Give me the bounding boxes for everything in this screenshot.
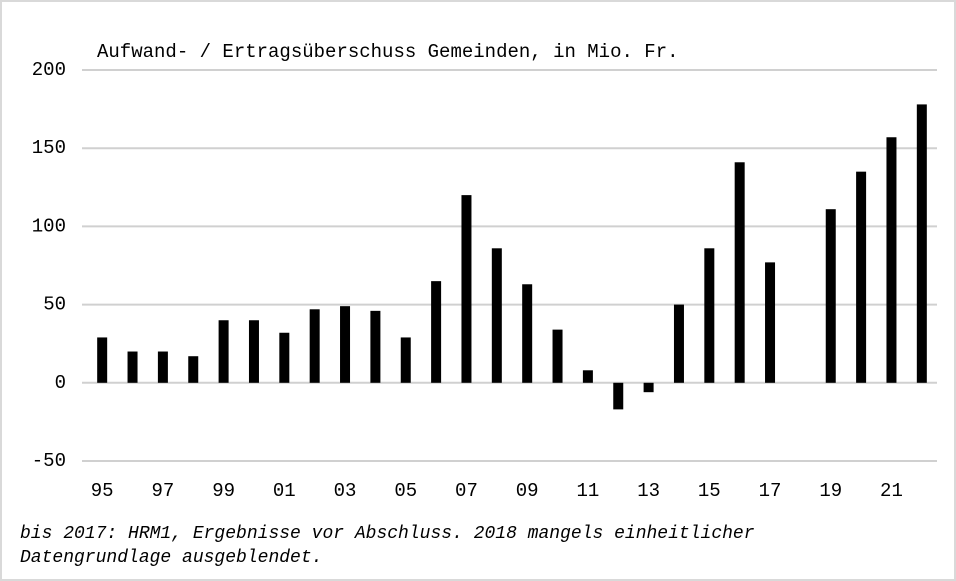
x-tick-label: 95 [91, 480, 114, 502]
bar [309, 309, 320, 383]
bar [97, 337, 108, 383]
x-tick-label: 01 [273, 480, 296, 502]
x-tick-label: 17 [759, 480, 782, 502]
x-tick-label: 09 [516, 480, 539, 502]
title-bg [97, 36, 837, 66]
bar [856, 171, 867, 383]
bar [340, 306, 351, 383]
y-tick-label: 50 [43, 294, 66, 316]
footnote: bis 2017: HRM1, Ergebnisse vor Abschluss… [20, 524, 755, 544]
bar [765, 262, 776, 383]
x-tick-label: 15 [698, 480, 721, 502]
y-tick-label: 0 [55, 372, 66, 394]
y-tick-label: -50 [32, 450, 66, 472]
y-tick-label: 200 [32, 59, 66, 81]
y-tick-label: 100 [32, 215, 66, 237]
bar [461, 195, 472, 383]
bar [643, 382, 654, 393]
bar [582, 370, 593, 383]
chart-title: Aufwand- / Ertragsüberschuss Gemeinden, … [97, 41, 679, 63]
x-tick-label: 03 [334, 480, 357, 502]
bar [825, 209, 836, 383]
x-tick-label: 05 [394, 480, 417, 502]
bar [734, 162, 745, 383]
x-tick-label: 99 [212, 480, 235, 502]
bar [522, 284, 533, 383]
bar [188, 356, 199, 383]
bar [248, 320, 259, 383]
bar [370, 310, 381, 383]
x-tick-label: 11 [576, 480, 599, 502]
bar [704, 248, 715, 383]
x-tick-label: 21 [880, 480, 903, 502]
x-tick-label: 07 [455, 480, 478, 502]
bar [916, 104, 927, 383]
y-tick-label: 150 [32, 137, 66, 159]
bar [491, 248, 502, 383]
bar [886, 137, 897, 383]
bar [218, 320, 229, 383]
footnote: Datengrundlage ausgeblendet. [20, 548, 322, 568]
bar [127, 351, 138, 383]
bar [400, 337, 411, 383]
bar [157, 351, 168, 383]
x-tick-label: 13 [637, 480, 660, 502]
x-tick-label: 97 [151, 480, 174, 502]
bar [673, 304, 684, 383]
bar [431, 281, 442, 383]
bar [279, 332, 290, 383]
bar [613, 382, 624, 410]
bar [552, 329, 563, 383]
x-tick-label: 19 [819, 480, 842, 502]
